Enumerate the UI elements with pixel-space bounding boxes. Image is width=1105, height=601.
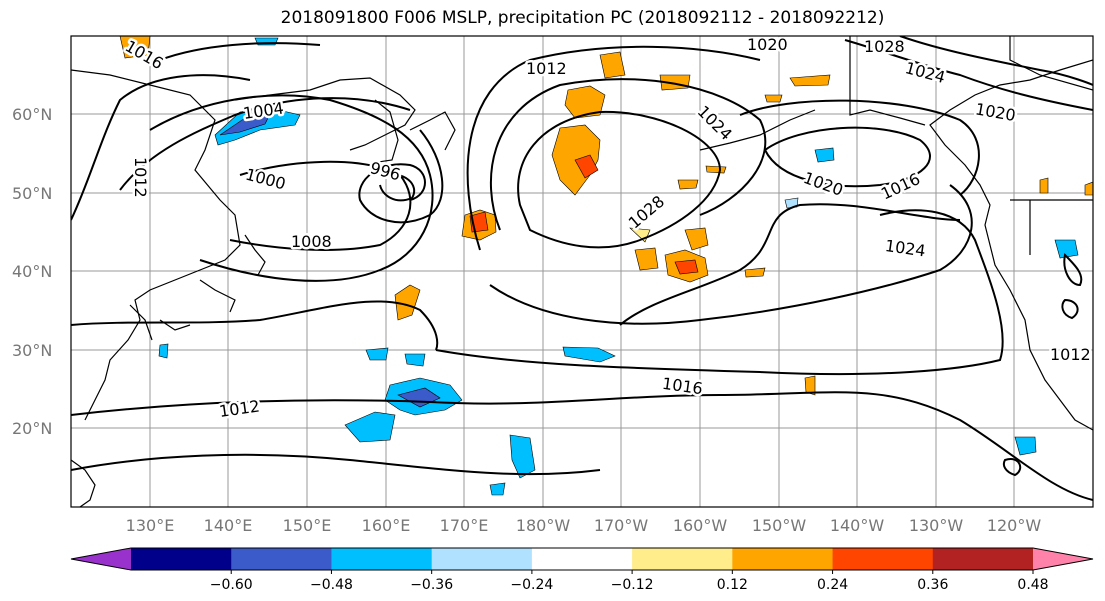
- colorbar-extend-high: [1033, 548, 1093, 570]
- lon-label: 150°W: [752, 516, 807, 535]
- lon-label: 120°W: [987, 516, 1042, 535]
- lon-label: 130°W: [909, 516, 964, 535]
- colorbar-tick-label: 0.24: [817, 577, 848, 593]
- lon-label: 170°E: [440, 516, 489, 535]
- lon-labels: 130°E 140°E 150°E 160°E 170°E 180°W 170°…: [126, 516, 1042, 535]
- colorbar-tick-label: −0.12: [611, 577, 654, 593]
- colorbar-box: [131, 548, 232, 570]
- colorbar-tick-label: −0.36: [410, 577, 453, 593]
- isobar-label: 1012: [526, 59, 567, 78]
- lat-label: 60°N: [12, 105, 52, 124]
- colorbar-tick-label: −0.60: [210, 577, 253, 593]
- colorbar-tick-label: 0.12: [717, 577, 748, 593]
- lat-labels: 60°N 50°N 40°N 30°N 20°N: [12, 105, 52, 438]
- lat-label: 50°N: [12, 184, 52, 203]
- colorbar-box: [832, 548, 934, 570]
- lon-label: 160°W: [673, 516, 728, 535]
- colorbar-tick-label: 0.48: [1017, 577, 1048, 593]
- lon-label: 130°E: [126, 516, 175, 535]
- colorbar-box: [431, 548, 533, 570]
- precip-positive-patches: [119, 36, 1093, 396]
- map-frame: [70, 35, 1094, 508]
- colorbar-box: [932, 548, 1034, 570]
- precip-negative-patches: [158, 37, 1079, 496]
- colorbar-box: [732, 548, 834, 570]
- lon-label: 180°W: [516, 516, 571, 535]
- lat-label: 20°N: [12, 419, 52, 438]
- lat-label: 30°N: [12, 341, 52, 360]
- colorbar-box: [331, 548, 433, 570]
- lon-label: 160°E: [362, 516, 411, 535]
- isobar-label: 1020: [747, 35, 788, 54]
- isobar-label: 1028: [864, 37, 905, 56]
- colorbar-extend-low: [71, 548, 131, 570]
- lon-label: 170°W: [594, 516, 649, 535]
- colorbar-box: [531, 548, 633, 570]
- coastlines: [71, 36, 1093, 507]
- colorbar-tick-label: −0.24: [510, 577, 553, 593]
- lon-label: 140°E: [204, 516, 253, 535]
- colorbar-box: [231, 548, 332, 570]
- isobar-label: 1012: [131, 157, 150, 198]
- map-title: 2018091800 F006 MSLP, precipitation PC (…: [280, 8, 885, 28]
- isobar-label: 1012: [1050, 345, 1091, 364]
- lon-label: 150°E: [283, 516, 332, 535]
- colorbar-tick-label: −0.48: [310, 577, 353, 593]
- isobar-label: 1008: [291, 232, 332, 251]
- colorbar-tick-label: 0.36: [917, 577, 948, 593]
- lon-label: 140°W: [830, 516, 885, 535]
- colorbar-box: [632, 548, 733, 570]
- colorbar: −0.60 −0.48 −0.36 −0.24 −0.12 0.12 0.24 0.36 0.4…: [70, 547, 1094, 593]
- isobars: [71, 36, 1093, 501]
- colorbar-outline: [70, 547, 1094, 571]
- lat-label: 40°N: [12, 262, 52, 281]
